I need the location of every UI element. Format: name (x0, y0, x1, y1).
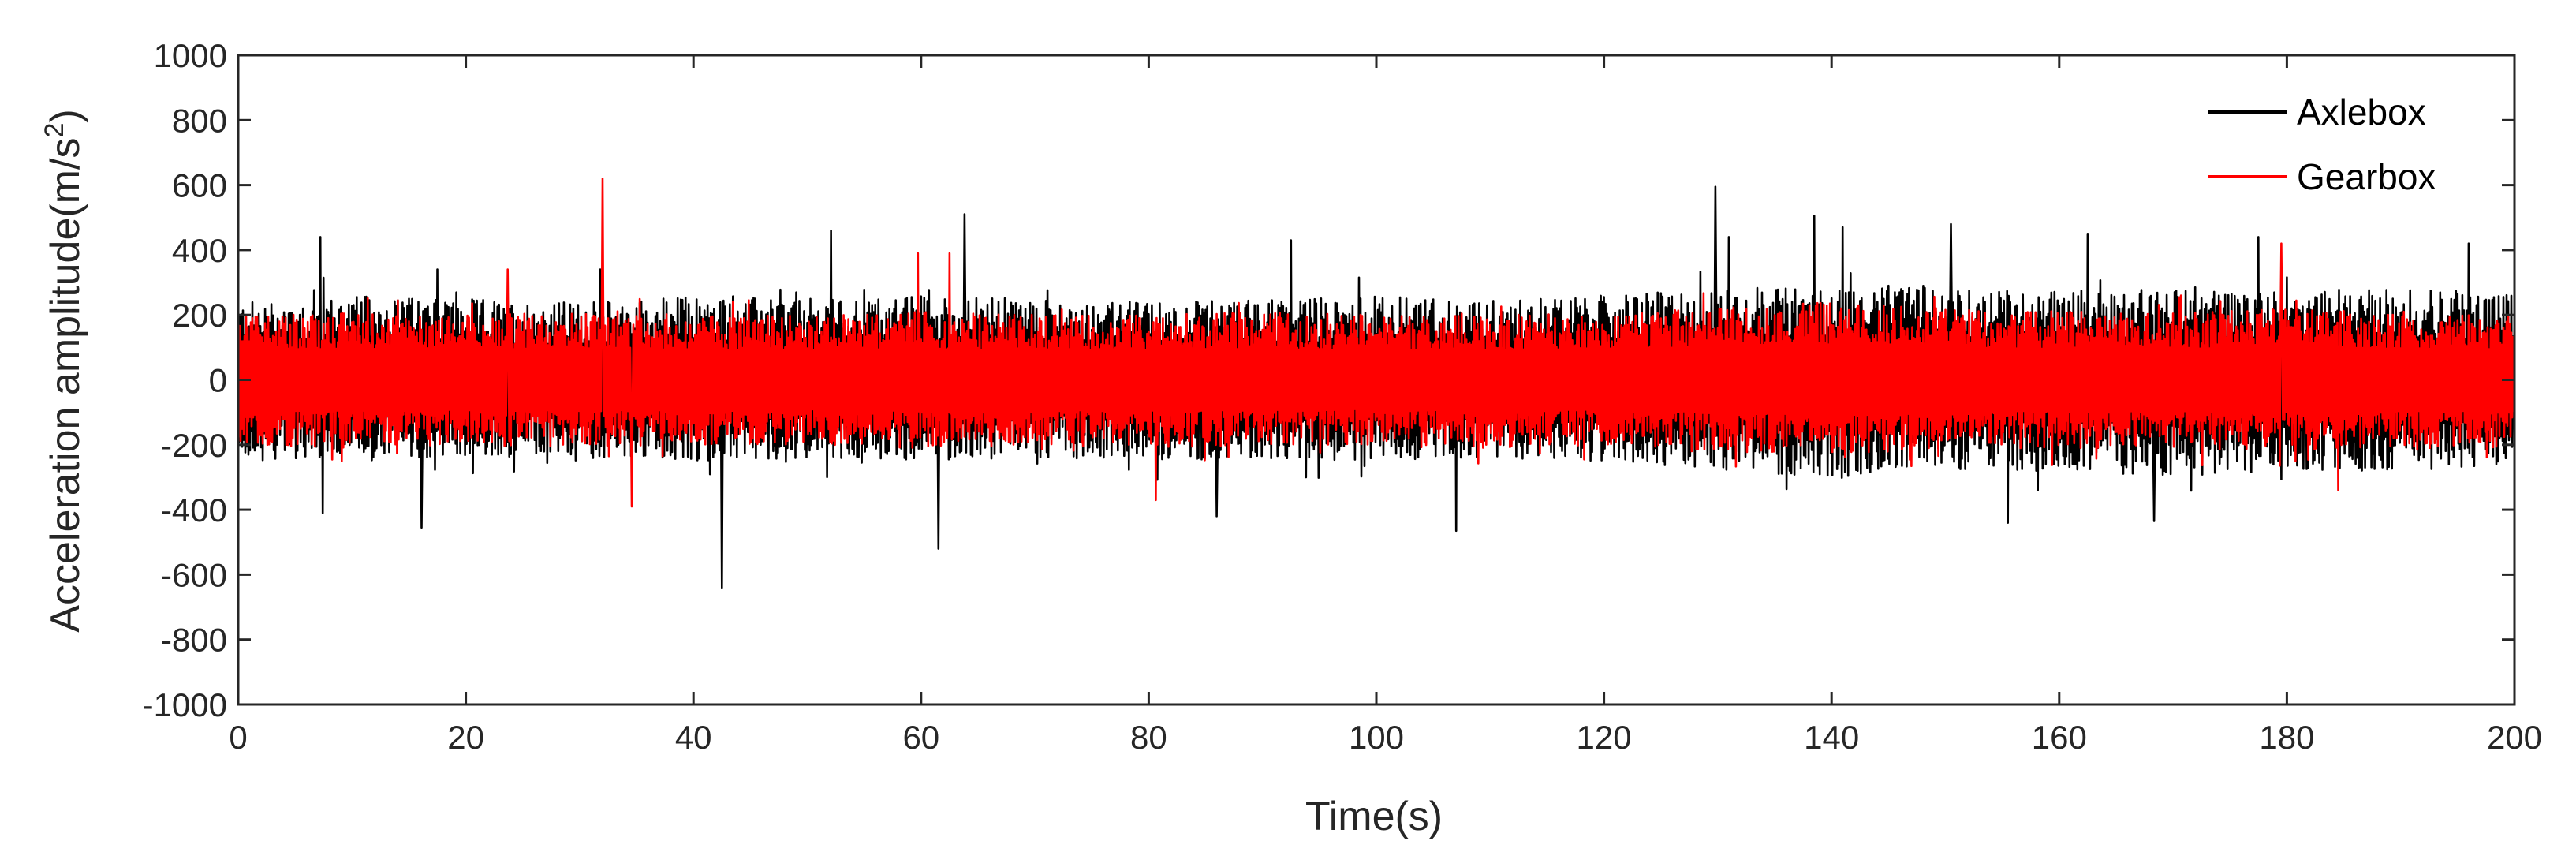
y-axis-label-main: Acceleration amplitude(m/s (43, 138, 88, 633)
x-tick-label: 180 (2259, 719, 2314, 756)
x-tick-label: 0 (229, 719, 247, 756)
y-tick-label: -600 (161, 556, 227, 593)
x-tick-label: 20 (447, 719, 484, 756)
x-tick-label: 100 (1349, 719, 1404, 756)
y-tick-label: -200 (161, 427, 227, 464)
x-tick-label: 200 (2487, 719, 2542, 756)
y-tick-label: -1000 (143, 686, 227, 723)
y-axis-label: Acceleration amplitude(m/s2) (39, 109, 88, 632)
x-axis-label: Time(s) (1305, 794, 1443, 839)
y-tick-label: -800 (161, 622, 227, 659)
legend-label-axlebox: Axlebox (2297, 92, 2426, 133)
series-line-gearbox (237, 178, 2516, 508)
y-axis-label-close: ) (43, 109, 88, 122)
y-tick-label: 200 (172, 297, 227, 334)
x-tick-label: 40 (675, 719, 712, 756)
x-tick-label: 140 (1804, 719, 1859, 756)
y-tick-label: 600 (172, 167, 227, 204)
x-axis: 0 20 40 60 80 100 120 140 160 180 200 (229, 55, 2542, 756)
x-tick-label: 80 (1130, 719, 1167, 756)
y-axis-label-superscript: 2 (39, 123, 69, 138)
y-tick-label: 400 (172, 232, 227, 269)
x-tick-label: 120 (1577, 719, 1632, 756)
y-tick-label: -400 (161, 491, 227, 529)
y-tick-label: 0 (209, 362, 227, 399)
y-tick-label: 800 (172, 102, 227, 139)
legend: Axlebox Gearbox (2208, 92, 2436, 197)
legend-label-gearbox: Gearbox (2297, 156, 2436, 197)
y-axis: -1000 -800 -600 -400 -200 0 200 400 600 800 1000 (143, 37, 2514, 723)
series-layer (237, 178, 2516, 589)
y-tick-label: 1000 (154, 37, 227, 74)
x-tick-label: 160 (2032, 719, 2087, 756)
x-tick-label: 60 (902, 719, 939, 756)
